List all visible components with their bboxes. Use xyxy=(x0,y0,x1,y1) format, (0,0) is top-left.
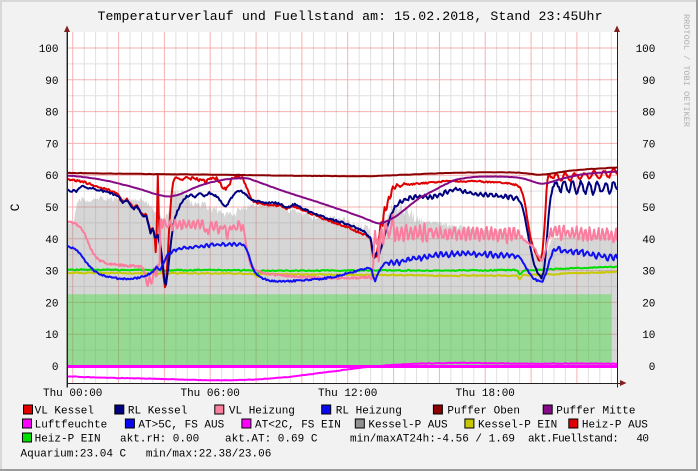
svg-text:80: 80 xyxy=(642,108,655,120)
svg-text:10: 10 xyxy=(45,330,58,342)
svg-text:90: 90 xyxy=(45,76,58,88)
svg-text:akt.Fuellstand: 40: akt.Fuellstand: 40 xyxy=(528,434,649,446)
svg-text:40: 40 xyxy=(642,235,655,247)
svg-text:RL Heizung: RL Heizung xyxy=(336,406,402,418)
svg-text:Puffer Oben: Puffer Oben xyxy=(447,406,520,418)
svg-text:50: 50 xyxy=(45,203,58,215)
svg-text:Heiz-P AUS: Heiz-P AUS xyxy=(582,420,648,432)
svg-text:40: 40 xyxy=(45,235,58,247)
svg-text:RL Kessel: RL Kessel xyxy=(128,406,187,418)
svg-text:Kessel-P EIN: Kessel-P EIN xyxy=(478,420,557,432)
svg-text:Kessel-P AUS: Kessel-P AUS xyxy=(368,420,448,432)
svg-text:akt.AT: 0.69 C: akt.AT: 0.69 C xyxy=(225,434,318,446)
svg-text:100: 100 xyxy=(636,44,656,56)
svg-text:50: 50 xyxy=(642,203,655,215)
svg-text:30: 30 xyxy=(642,267,655,279)
svg-text:90: 90 xyxy=(642,76,655,88)
svg-text:100: 100 xyxy=(39,44,59,56)
svg-text:VL Heizung: VL Heizung xyxy=(229,406,295,418)
svg-text:70: 70 xyxy=(45,139,58,151)
svg-text:0: 0 xyxy=(52,362,59,374)
svg-text:Heiz-P EIN: Heiz-P EIN xyxy=(35,434,101,446)
svg-text:70: 70 xyxy=(642,139,655,151)
svg-text:AT>5C, FS AUS: AT>5C, FS AUS xyxy=(138,420,224,432)
svg-text:Puffer Mitte: Puffer Mitte xyxy=(556,406,635,418)
svg-text:AT<2C, FS EIN: AT<2C, FS EIN xyxy=(255,420,341,432)
svg-text:10: 10 xyxy=(642,330,655,342)
svg-text:0: 0 xyxy=(649,362,656,374)
svg-text:20: 20 xyxy=(642,298,655,310)
svg-text:C: C xyxy=(8,203,23,211)
svg-text:VL Kessel: VL Kessel xyxy=(35,406,94,418)
svg-text:60: 60 xyxy=(45,171,58,183)
svg-text:Aquarium:23.04 C min/max:22.: Aquarium:23.04 C min/max:22.38/23.06 xyxy=(21,449,272,461)
svg-text:Thu 12:00: Thu 12:00 xyxy=(318,388,377,400)
svg-text:RRDTOOL / TOBI OETIKER: RRDTOOL / TOBI OETIKER xyxy=(681,14,691,127)
svg-text:80: 80 xyxy=(45,108,58,120)
svg-text:akt.rH: 0.00: akt.rH: 0.00 xyxy=(120,434,199,446)
svg-text:min/maxAT24h:-4.56 / 1.69: min/maxAT24h:-4.56 / 1.69 xyxy=(350,434,515,446)
svg-text:60: 60 xyxy=(642,171,655,183)
svg-text:Thu 18:00: Thu 18:00 xyxy=(455,388,514,400)
svg-text:Temperaturverlauf und Fuellsta: Temperaturverlauf und Fuellstand am: 15.… xyxy=(98,9,603,24)
svg-text:20: 20 xyxy=(45,298,58,310)
svg-text:Luftfeuchte: Luftfeuchte xyxy=(35,420,108,432)
svg-text:Thu 00:00: Thu 00:00 xyxy=(43,388,102,400)
svg-text:Thu 06:00: Thu 06:00 xyxy=(180,388,239,400)
svg-text:30: 30 xyxy=(45,267,58,279)
